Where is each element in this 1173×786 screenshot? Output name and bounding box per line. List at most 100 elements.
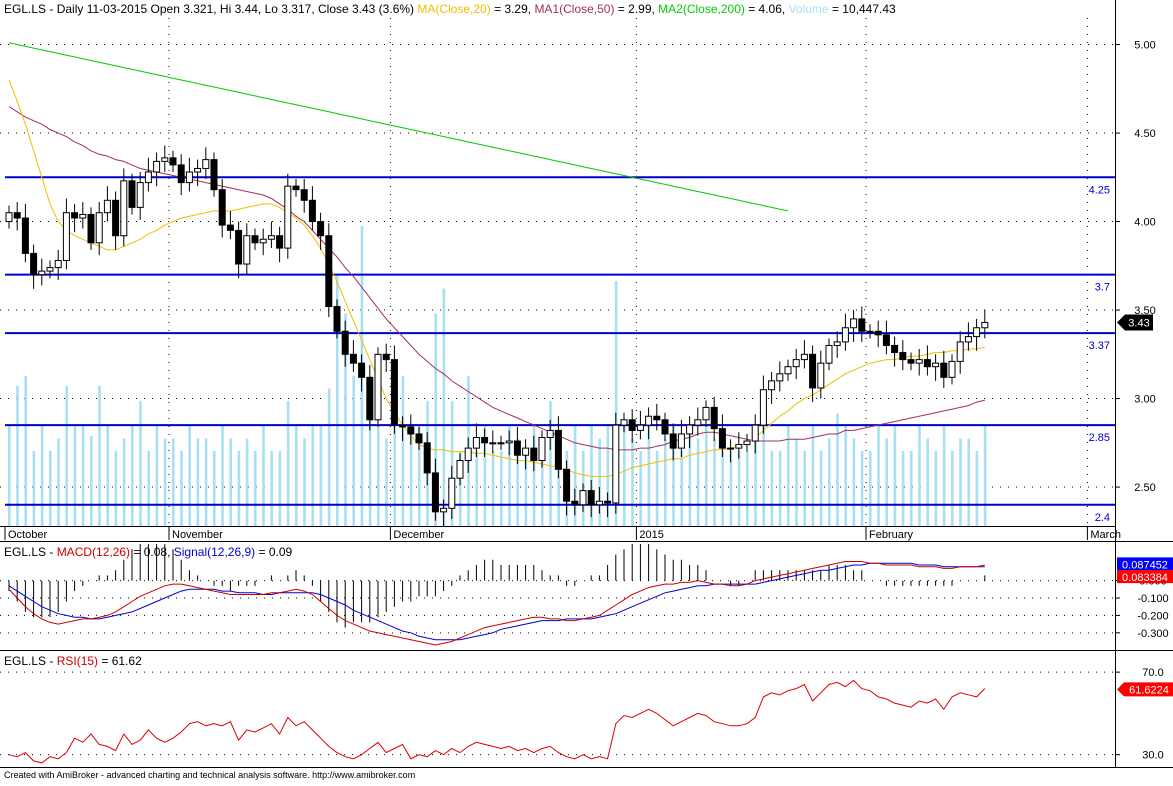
candle bbox=[161, 145, 169, 172]
candle bbox=[399, 416, 407, 442]
candle bbox=[95, 202, 103, 256]
candle bbox=[202, 147, 210, 180]
rsi-current-badge bbox=[1117, 682, 1173, 697]
candle bbox=[727, 439, 735, 463]
volume-bar bbox=[639, 451, 642, 526]
candle bbox=[218, 179, 226, 238]
volume-bar bbox=[57, 438, 60, 526]
candle bbox=[415, 426, 423, 450]
candle bbox=[382, 343, 390, 373]
footer-credit: Created with AmiBroker - advanced charti… bbox=[4, 770, 415, 780]
candle-body-down bbox=[407, 426, 415, 435]
candle-body-up bbox=[456, 460, 464, 479]
candle bbox=[243, 223, 251, 275]
volume-bar bbox=[377, 426, 380, 526]
candle bbox=[267, 221, 275, 249]
ma20-line bbox=[8, 79, 985, 477]
candle bbox=[784, 359, 792, 381]
candle bbox=[46, 260, 54, 279]
volume-bar bbox=[434, 313, 437, 526]
hline-label: 4.25 bbox=[1089, 184, 1110, 196]
volume-bar bbox=[885, 438, 888, 526]
candle bbox=[194, 159, 202, 187]
volume-bar bbox=[122, 438, 126, 526]
date-axis-label: October bbox=[8, 529, 47, 541]
candle bbox=[505, 430, 513, 456]
candle-body-up bbox=[522, 447, 530, 456]
candle bbox=[579, 483, 587, 512]
candle bbox=[136, 171, 144, 220]
volume-bar bbox=[229, 438, 232, 526]
candle bbox=[587, 479, 595, 518]
candle bbox=[522, 439, 530, 470]
volume-bar bbox=[303, 438, 306, 526]
volume-bar bbox=[688, 426, 692, 526]
candle bbox=[489, 430, 497, 454]
volume-bar bbox=[951, 451, 954, 526]
candle bbox=[308, 186, 316, 231]
volume-bar bbox=[221, 426, 224, 526]
price-axis-label: 3.50 bbox=[1134, 305, 1155, 317]
macd-current-label: 0.087452 bbox=[1122, 559, 1168, 571]
volume-bar bbox=[877, 426, 880, 526]
date-axis-label: March bbox=[1090, 529, 1121, 541]
volume-bar bbox=[516, 438, 519, 526]
volume-bar bbox=[549, 401, 552, 526]
candle-body-up bbox=[489, 442, 497, 445]
candle bbox=[284, 173, 292, 259]
candle bbox=[210, 152, 218, 197]
header-info: - Daily 11-03-2015 Open 3.321, Hi 3.44, … bbox=[46, 2, 417, 16]
candle bbox=[235, 221, 243, 279]
candle bbox=[54, 249, 62, 280]
candle-body-up bbox=[464, 447, 472, 462]
candle bbox=[341, 320, 349, 367]
candle-body-up bbox=[932, 362, 940, 368]
candle bbox=[169, 150, 177, 172]
volume-bar bbox=[106, 426, 109, 526]
candle bbox=[932, 354, 940, 381]
moving-average-lines bbox=[8, 42, 985, 477]
candle-body-up bbox=[620, 419, 628, 426]
candle bbox=[185, 157, 193, 192]
candle-body-down bbox=[858, 318, 866, 332]
header-ma50-value: = 2.99, bbox=[614, 2, 658, 16]
candle bbox=[973, 318, 981, 351]
header-ma20-value: = 3.29, bbox=[491, 2, 535, 16]
candle bbox=[497, 435, 505, 450]
candle bbox=[604, 492, 612, 518]
candle-body-up bbox=[194, 167, 202, 173]
candle-body-down bbox=[300, 189, 308, 201]
candle bbox=[940, 350, 948, 388]
candle-body-up bbox=[784, 366, 792, 375]
volume-bar bbox=[352, 376, 355, 526]
candle bbox=[317, 212, 325, 250]
candle bbox=[817, 350, 825, 399]
volume-bar bbox=[828, 438, 831, 526]
candle bbox=[325, 223, 333, 318]
ma200-line bbox=[8, 42, 789, 212]
rsi-pane[interactable]: 70.0 30.0 61.6224 bbox=[0, 667, 1173, 764]
volume-bar bbox=[614, 281, 618, 526]
candle bbox=[292, 179, 300, 197]
volume-bar bbox=[286, 401, 290, 526]
candle-body-up bbox=[95, 212, 103, 244]
candle bbox=[645, 407, 653, 440]
volume-bar bbox=[16, 386, 19, 526]
candle bbox=[563, 460, 571, 516]
candle-body-down bbox=[899, 352, 907, 361]
candle-body-up bbox=[5, 212, 13, 223]
candle bbox=[612, 412, 620, 514]
candle-body-up bbox=[800, 353, 808, 361]
rsi-axis-label: 70.0 bbox=[1142, 667, 1163, 679]
volume-bar bbox=[483, 426, 487, 526]
macd-axis-label: -0.300 bbox=[1137, 628, 1168, 640]
candle-body-up bbox=[546, 429, 554, 438]
volume-bar bbox=[729, 451, 733, 526]
candle-body-down bbox=[891, 344, 899, 354]
candle-body-down bbox=[177, 164, 185, 184]
volume-bar bbox=[65, 386, 68, 526]
candlesticks[interactable] bbox=[5, 145, 989, 526]
volume-bar bbox=[213, 451, 216, 526]
